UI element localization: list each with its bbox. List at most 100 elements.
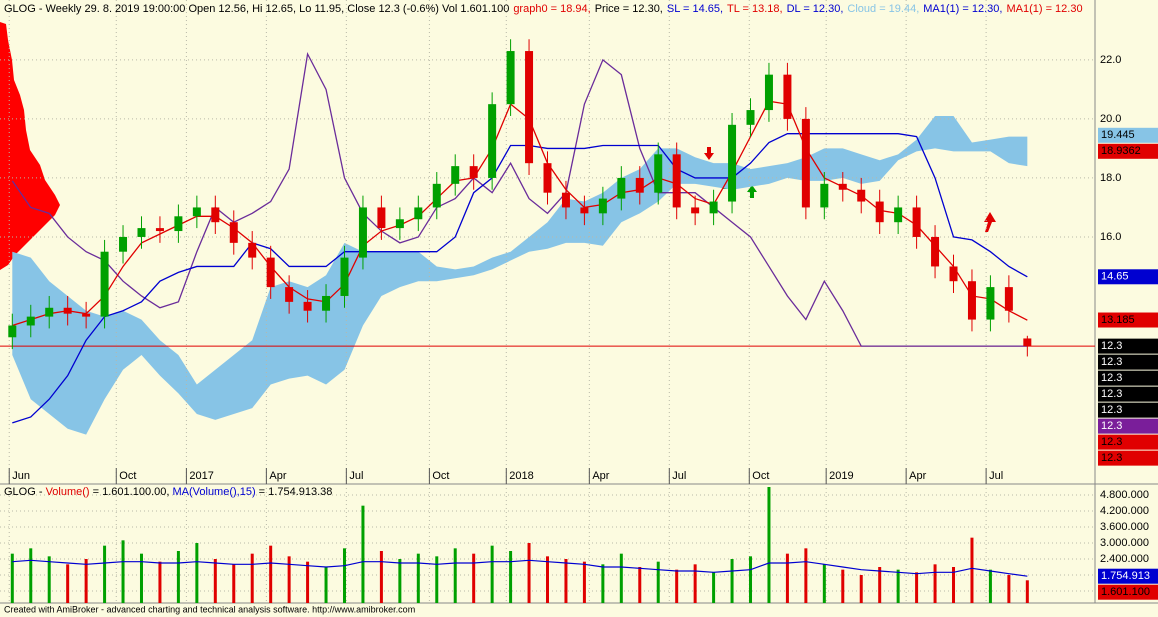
candle-body (155, 228, 164, 232)
candle-body (322, 295, 331, 311)
candle-body (26, 316, 35, 326)
header-item: TL = 13.18, (727, 3, 783, 15)
y-tick-label: 22.0 (1100, 54, 1121, 66)
x-tick-label: Jul (349, 470, 363, 482)
candle-body (358, 207, 367, 258)
y-tick-label: 18.0 (1100, 172, 1121, 184)
price-label-box (1098, 370, 1158, 386)
volume-bar (601, 564, 605, 603)
volume-bar (952, 567, 956, 603)
candle-body (728, 124, 737, 202)
candle-body (912, 207, 921, 237)
volume-at-price (0, 22, 60, 270)
volume-bar (546, 556, 549, 603)
volume-bar (103, 545, 107, 603)
footer: Created with AmiBroker - advanced charti… (4, 604, 415, 614)
header-item: Price = 12.30, (595, 3, 663, 15)
price-label-box (1098, 418, 1158, 434)
candle-body (506, 51, 515, 105)
x-tick-label: Jul (989, 470, 1003, 482)
candle-body (801, 118, 810, 208)
volume-bar (379, 551, 383, 603)
volume-bar (564, 559, 568, 603)
volume-bar (84, 559, 88, 603)
header-item: MA1(1) = 12.30, (923, 3, 1002, 15)
volume-bar (232, 564, 236, 603)
price-label: 12.3 (1101, 404, 1122, 416)
header-item: SL = 14.65, (667, 3, 723, 15)
volume-bar (342, 548, 346, 603)
volume-ma-line (12, 559, 1028, 577)
volume-bar (250, 553, 254, 603)
volume-bar (693, 564, 697, 603)
indicator-line (11, 51, 1028, 347)
header-item: = 1.754.913.38 (256, 486, 333, 498)
volume-bar (712, 572, 716, 603)
volume-bar (306, 561, 310, 603)
candle-body (1023, 338, 1032, 347)
candle-body (100, 251, 109, 317)
volume-bar (915, 572, 919, 603)
price-label: 14.65 (1101, 271, 1129, 283)
candle-body (303, 301, 312, 311)
header-item: graph0 = 18.94, (513, 3, 590, 15)
price-label: 12.3 (1101, 372, 1122, 384)
up-arrow (984, 212, 996, 232)
candle-body (617, 177, 626, 199)
candle-body (174, 216, 183, 232)
candle-body (654, 154, 663, 193)
volume-bar (324, 567, 328, 603)
candle-body (672, 154, 681, 208)
price-label: 18.9362 (1101, 145, 1141, 157)
volume-bar (582, 561, 586, 603)
volume-bar (490, 545, 494, 603)
y-tick-label: 16.0 (1100, 231, 1121, 243)
volume-bar (804, 548, 808, 603)
volume-bar (435, 556, 439, 603)
price-label-box (1098, 312, 1158, 328)
volume-bar (509, 551, 513, 603)
candle-body (488, 104, 497, 178)
candle-body (395, 219, 404, 229)
volume-bar (416, 553, 420, 603)
volume-bar (638, 567, 642, 603)
x-tick-label: Apr (909, 470, 926, 482)
y-tick-label: 4.800.000 (1100, 489, 1149, 501)
x-axis-band (0, 468, 1158, 484)
candle-body (137, 228, 146, 237)
candle-body (45, 307, 54, 317)
cloud (12, 115, 1028, 435)
volume-bar (878, 567, 882, 603)
up-arrow (747, 185, 757, 198)
grid-layer (0, 0, 1095, 603)
candle-body (875, 201, 884, 223)
volume-bar (453, 548, 457, 603)
volume-bar (139, 553, 143, 603)
cloud-layer (12, 115, 1028, 435)
volume-bar (287, 556, 291, 603)
price-label: 12.3 (1101, 340, 1122, 352)
y-tick-label: 20.0 (1100, 113, 1121, 125)
candle-body (543, 163, 552, 193)
volume-bar (269, 545, 273, 603)
volume-bar (767, 487, 771, 603)
candle-body (192, 207, 201, 217)
volume-bar (158, 561, 162, 603)
x-tick-label: Apr (269, 470, 286, 482)
candle-body (285, 287, 294, 302)
candle-body (986, 287, 995, 320)
candle-body (414, 207, 423, 220)
volume-bar (1025, 580, 1029, 603)
volume-bar (785, 553, 789, 603)
price-label-box (1098, 386, 1158, 402)
candle-body (857, 189, 866, 202)
candle-body (229, 222, 238, 243)
candle-body (266, 257, 275, 288)
plot-layer: 16.0 18.0 20.0 22.0 Jun Oct 2017 Apr Jul Oct 2018 A… (0, 39, 1158, 603)
volume-bar (988, 569, 992, 603)
x-tick-label: Jul (672, 470, 686, 482)
volume-bar (970, 537, 974, 603)
candle-body (838, 183, 847, 190)
